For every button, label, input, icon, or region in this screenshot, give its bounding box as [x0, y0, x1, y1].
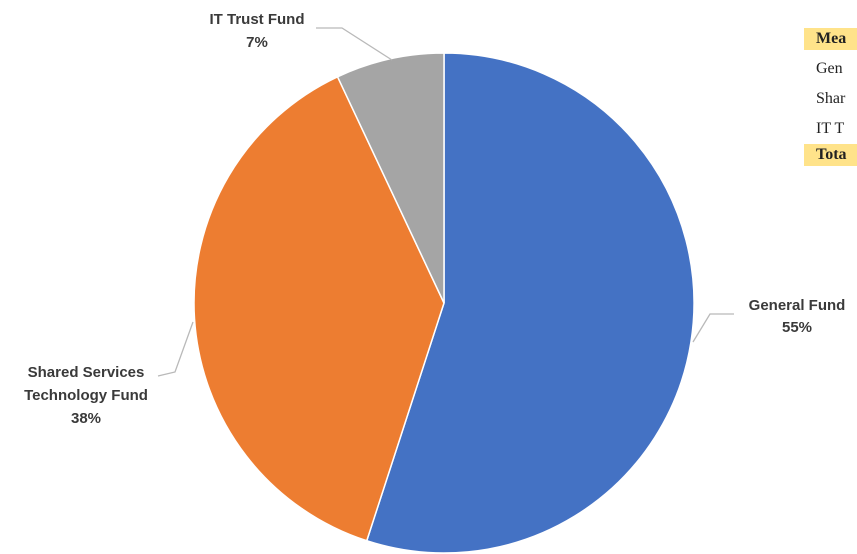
label-it-trust-fund-name: IT Trust Fund [210, 11, 305, 28]
table-row-it: IT T [816, 120, 845, 137]
label-it-trust-fund-percent: 7% [246, 34, 268, 51]
table-total-row: Tota [804, 144, 857, 166]
label-shared-services-line1: Shared Services [28, 364, 145, 381]
leader-line-it-trust-fund [316, 27, 393, 61]
pie-slices [193, 52, 695, 554]
funding-summary-table: Mea Gen Shar IT T Tota [804, 28, 857, 166]
pie-slice-shared-services [193, 75, 445, 542]
label-shared-services-percent: 38% [71, 410, 101, 427]
table-row-shared: Shar [816, 90, 846, 107]
table-row-general: Gen [816, 60, 843, 77]
label-shared-services-line2: Technology Fund [24, 387, 148, 404]
label-general-fund-percent: 55% [782, 319, 812, 336]
leader-line-general-fund [692, 313, 734, 343]
table-rows: Gen Shar IT T [804, 50, 857, 144]
table-header: Mea [804, 28, 857, 50]
pie-slice-general-fund [365, 52, 695, 554]
label-general-fund-name: General Fund [749, 297, 846, 314]
leader-line-shared-services [157, 321, 194, 377]
